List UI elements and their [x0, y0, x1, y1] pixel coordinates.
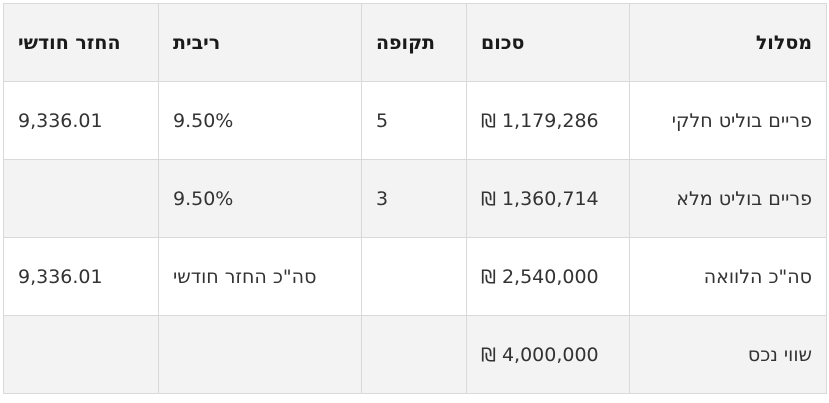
cell-sum-value: ₪ 4,000,000 — [481, 343, 599, 366]
header-route: מסלול — [629, 3, 827, 82]
header-sum: סכום — [466, 3, 630, 82]
cell-rate — [158, 315, 362, 394]
cell-period: 5 — [361, 81, 467, 160]
cell-sum-value: ₪ 1,179,286 — [481, 109, 599, 132]
cell-period-value: 3 — [376, 187, 389, 210]
cell-sum: ₪ 4,000,000 — [466, 315, 630, 394]
mortgage-table: מסלול סכום תקופה ריבית החזר חודשי פריים … — [3, 3, 827, 394]
cell-rate-value: 9.50% — [173, 109, 234, 132]
cell-monthly-payment: 9,336.01 — [3, 81, 159, 160]
table-row: פריים בוליט מלא ₪ 1,360,714 3 9.50% — [3, 159, 827, 238]
cell-monthly-value: 9,336.01 — [18, 265, 103, 288]
cell-route: פריים בוליט מלא — [629, 159, 827, 238]
header-monthly-payment: החזר חודשי — [3, 3, 159, 82]
header-rate: ריבית — [158, 3, 362, 82]
table-row: פריים בוליט חלקי ₪ 1,179,286 5 9.50% 9,3… — [3, 81, 827, 160]
cell-period-value: 5 — [376, 109, 389, 132]
cell-monthly-payment — [3, 159, 159, 238]
cell-period: 3 — [361, 159, 467, 238]
cell-sum-value: ₪ 1,360,714 — [481, 187, 599, 210]
header-period: תקופה — [361, 3, 467, 82]
cell-rate: 9.50% — [158, 81, 362, 160]
table-row: שווי נכס ₪ 4,000,000 — [3, 315, 827, 394]
cell-monthly-value: 9,336.01 — [18, 109, 103, 132]
table-header-row: מסלול סכום תקופה ריבית החזר חודשי — [3, 3, 827, 82]
cell-period — [361, 315, 467, 394]
mortgage-table-container: מסלול סכום תקופה ריבית החזר חודשי פריים … — [3, 3, 827, 394]
cell-route: סה"כ הלוואה — [629, 237, 827, 316]
cell-sum: ₪ 1,360,714 — [466, 159, 630, 238]
cell-rate: 9.50% — [158, 159, 362, 238]
cell-rate-value: 9.50% — [173, 187, 234, 210]
cell-monthly-payment: 9,336.01 — [3, 237, 159, 316]
cell-route: פריים בוליט חלקי — [629, 81, 827, 160]
cell-sum-value: ₪ 2,540,000 — [481, 265, 599, 288]
cell-period — [361, 237, 467, 316]
cell-monthly-payment — [3, 315, 159, 394]
cell-sum: ₪ 2,540,000 — [466, 237, 630, 316]
cell-route: שווי נכס — [629, 315, 827, 394]
cell-rate: סה"כ החזר חודשי — [158, 237, 362, 316]
cell-sum: ₪ 1,179,286 — [466, 81, 630, 160]
table-row: סה"כ הלוואה ₪ 2,540,000 סה"כ החזר חודשי … — [3, 237, 827, 316]
